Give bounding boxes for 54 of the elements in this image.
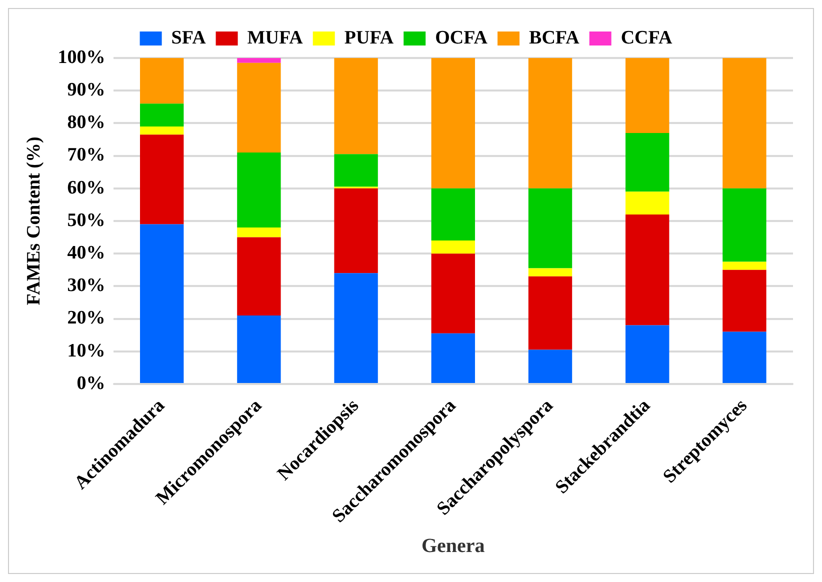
bar (140, 134, 184, 224)
bar (431, 188, 475, 241)
y-tick-label: 50% (67, 210, 106, 231)
bar (626, 214, 670, 326)
legend-label: PUFA (344, 27, 394, 48)
legend-label: CCFA (620, 27, 672, 48)
y-tick-label: 60% (67, 177, 106, 198)
bar (140, 104, 184, 126)
x-axis-title: Genera (421, 535, 485, 558)
bar (528, 58, 572, 188)
bar (722, 332, 766, 383)
bar (237, 58, 281, 63)
bar (431, 333, 475, 383)
bar (528, 276, 572, 350)
bar (237, 237, 281, 316)
bar (140, 58, 184, 104)
y-tick-label: 10% (67, 340, 106, 362)
bar (431, 254, 475, 334)
bar (140, 224, 184, 383)
y-tick-label: 30% (67, 275, 106, 296)
bar (528, 268, 572, 276)
y-tick-label: 70% (67, 144, 106, 166)
y-tick-label: 90% (67, 80, 106, 100)
bar (626, 58, 670, 133)
bar (334, 154, 378, 187)
y-tick-label: 100% (58, 46, 106, 68)
bar (722, 58, 766, 188)
y-tick-label: 40% (67, 242, 106, 264)
y-axis-title: FAMEs Content (%) (23, 136, 44, 306)
legend-label: SFA (171, 27, 206, 48)
bar (334, 58, 378, 154)
bar (237, 315, 281, 383)
bar (528, 188, 572, 268)
bar (334, 273, 378, 383)
bar (722, 262, 766, 270)
y-tick-label: 20% (67, 308, 106, 329)
y-tick-label: 80% (67, 112, 106, 134)
legend-label: MUFA (247, 27, 304, 48)
bar (431, 58, 475, 188)
bar (528, 350, 572, 383)
bar (334, 188, 378, 274)
y-tick-label: 0% (76, 372, 106, 394)
bar (722, 188, 766, 262)
bar (431, 240, 475, 254)
legend-label: BCFA (529, 27, 580, 48)
bar (626, 192, 670, 214)
bar (237, 62, 281, 153)
bar (626, 132, 670, 192)
bar (237, 152, 281, 228)
bar (626, 325, 670, 383)
bar (140, 126, 184, 135)
bar (237, 227, 281, 238)
bar (722, 270, 766, 332)
legend-label: OCFA (435, 27, 488, 48)
